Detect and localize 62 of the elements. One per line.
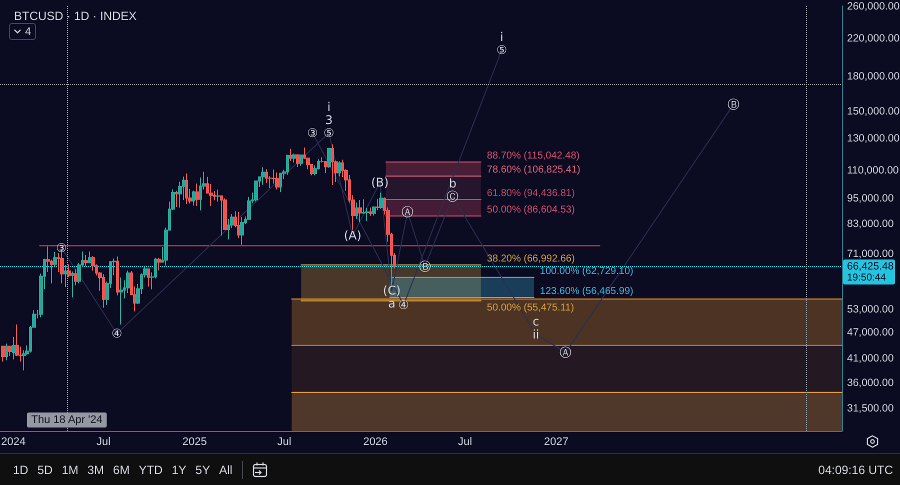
y-tick-label: 53,000.00 bbox=[847, 304, 894, 316]
annotation: Ⓐ bbox=[402, 205, 414, 220]
text: 1D bbox=[13, 462, 28, 476]
ref-line-label: 66,425.48 bbox=[847, 260, 894, 273]
text: 5Y bbox=[195, 462, 210, 476]
text: 3M bbox=[87, 462, 104, 476]
text: All bbox=[219, 462, 232, 476]
annotation: i bbox=[327, 100, 331, 114]
y-tick-label: 31,500.00 bbox=[847, 402, 894, 415]
count-badge: 4 bbox=[9, 23, 36, 40]
annotation: Ⓐ bbox=[560, 345, 572, 360]
text: 5D bbox=[37, 462, 53, 476]
annotation: 3 bbox=[325, 112, 333, 127]
y-tick-label: 71,000.00 bbox=[847, 248, 894, 260]
text: 1M bbox=[62, 462, 78, 476]
series-label: 61.80% (94,436.81) bbox=[486, 188, 575, 200]
annotation: (A) bbox=[344, 228, 362, 243]
y-tick-label: 260,000.00 bbox=[847, 0, 900, 13]
text: 1Y bbox=[172, 462, 186, 476]
x-tick-label: Jul bbox=[277, 436, 292, 448]
annotation: c bbox=[532, 314, 540, 328]
y-tick-label: 180,000.00 bbox=[847, 70, 900, 83]
annotation: ⑤ bbox=[496, 43, 508, 58]
y-tick-label: 95,000.00 bbox=[847, 192, 894, 204]
annotation: ④ bbox=[112, 326, 122, 341]
x-tick-label: Jul bbox=[458, 436, 472, 448]
annotation: ④ bbox=[398, 298, 410, 312]
annotation: b bbox=[448, 176, 457, 190]
y-tick-label: 47,000.00 bbox=[847, 326, 894, 338]
text: YTD bbox=[138, 462, 163, 476]
ref-line-label: Thu 18 Apr '24 bbox=[31, 414, 102, 426]
y-tick-label: 220,000.00 bbox=[847, 32, 900, 45]
annotation: ii bbox=[532, 327, 540, 342]
x-tick-label: Jul bbox=[96, 436, 111, 448]
y-tick-label: 130,000.00 bbox=[847, 132, 900, 145]
annotation: ③ bbox=[307, 126, 318, 140]
series-label: 100.00% (62,729.10) bbox=[540, 266, 634, 277]
annotation: i bbox=[500, 30, 504, 44]
text: 19:50:44 bbox=[847, 272, 886, 284]
series-label: 78.60% (106,825.41) bbox=[486, 164, 580, 176]
y-tick-label: 150,000.00 bbox=[847, 105, 900, 118]
y-tick-label: 41,000.00 bbox=[847, 352, 894, 364]
annotation: ⑤ bbox=[323, 126, 334, 140]
x-tick-label: 2024 bbox=[1, 436, 26, 448]
annotation: (B) bbox=[371, 175, 389, 190]
annotation: Ⓑ bbox=[728, 97, 740, 112]
series-label: 50.00% (86,604.53) bbox=[486, 204, 575, 216]
annotation: (C) bbox=[382, 284, 401, 298]
y-tick-label: 36,000.00 bbox=[847, 377, 894, 390]
annotation: 4 bbox=[25, 26, 32, 38]
series-label: 38.20% (66,992.66) bbox=[486, 253, 575, 264]
series-label: 123.60% (56,465.99) bbox=[540, 286, 634, 297]
series-label: 50.00% (55,475.11) bbox=[486, 302, 574, 314]
y-tick-label: 83,000.00 bbox=[847, 218, 894, 230]
x-tick-label: 2025 bbox=[182, 436, 207, 448]
y-tick-label: 110,000.00 bbox=[847, 164, 899, 176]
x-tick-label: 2027 bbox=[544, 436, 568, 448]
series-label: 88.70% (115,042.48) bbox=[486, 150, 580, 162]
text: 04:09:16 UTC bbox=[818, 462, 893, 476]
chart-title: BTCUSD · 1D · INDEX bbox=[14, 9, 137, 23]
text: 6M bbox=[113, 462, 130, 476]
x-tick-label: 2026 bbox=[363, 436, 388, 448]
